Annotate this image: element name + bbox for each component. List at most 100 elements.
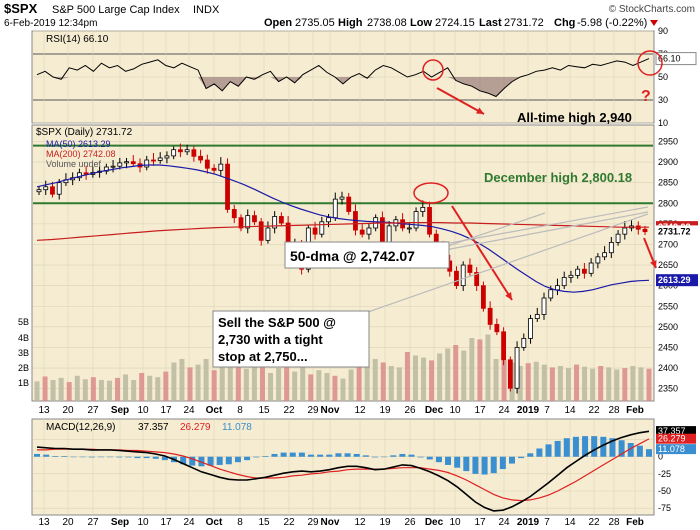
volume-bar	[251, 357, 257, 401]
macd-histogram-bar	[472, 456, 479, 474]
candle-body	[245, 215, 251, 229]
legend-ma200: MA(200) 2742.08	[46, 149, 116, 159]
volume-bar	[115, 377, 121, 401]
x-tick-label: Sep	[111, 405, 129, 416]
price-tick-label: 2950	[658, 136, 678, 146]
candle-body	[366, 227, 372, 235]
macd-histogram-bar	[43, 454, 50, 457]
candle-body	[278, 216, 284, 224]
rsi-title: RSI(14) 66.10	[46, 34, 109, 45]
x-tick-label: 29	[307, 517, 319, 528]
volume-bar	[147, 375, 153, 401]
index-name: S&P 500 Large Cap Index	[52, 4, 180, 16]
candle-body	[346, 196, 352, 212]
macd-histogram-bar	[435, 456, 442, 463]
hist-value: 11.078	[222, 422, 252, 433]
x-tick-label: 10	[137, 517, 149, 528]
macd-histogram-bar	[527, 453, 534, 457]
macd-histogram-bar	[262, 456, 269, 457]
macd-histogram-bar	[636, 445, 643, 457]
candle-body	[413, 211, 419, 229]
macd-histogram-bar	[445, 456, 452, 465]
last-label: Last	[479, 17, 502, 29]
hist-last-box	[656, 444, 696, 455]
x-tick-label: Oct	[206, 517, 223, 528]
macd-histogram-bar	[582, 436, 589, 457]
candle-body	[319, 221, 325, 235]
x-axis-bottom: 13 20 27 Sep 10 17 24 Oct 8 15 22 29 Nov 12 19 26 Dec 10 1…	[38, 517, 643, 528]
x-tick-label: 20	[62, 517, 74, 528]
volume-bar	[574, 364, 580, 401]
candle-body	[501, 331, 507, 361]
chg-label: Chg	[554, 17, 575, 29]
candle-body	[272, 216, 278, 229]
volume-tick-label: 3B	[18, 348, 29, 358]
volume-bar	[42, 376, 48, 401]
x-tick-label: 7	[544, 405, 550, 416]
volume-bar	[243, 368, 249, 401]
volume-bar	[155, 377, 161, 401]
volume-bar	[316, 370, 322, 401]
x-tick-label: 2019	[517, 405, 540, 416]
macd-histogram-bar	[545, 444, 552, 457]
macd-histogram-bar	[189, 456, 196, 466]
macd-histogram-bar	[234, 456, 241, 463]
ma50-line	[36, 164, 650, 293]
volume-bar	[219, 360, 225, 401]
volume-bar	[34, 381, 40, 401]
price-last-value: 2731.72	[658, 226, 691, 236]
macd-histogram-bar	[618, 440, 625, 457]
volume-bar	[646, 368, 652, 401]
candle-body	[77, 172, 82, 179]
volume-bar	[348, 369, 354, 401]
candle-body	[642, 228, 648, 233]
high-value: 2738.08	[367, 17, 407, 29]
macd-histogram-bar	[454, 456, 461, 468]
volume-bar	[380, 362, 386, 401]
volume-bar	[477, 339, 483, 401]
macd-histogram-bar	[216, 456, 223, 465]
volume-bar	[66, 382, 72, 401]
volume-bar	[123, 374, 129, 401]
x-tick-label: 12	[354, 517, 366, 528]
macd-histogram-bar	[152, 456, 159, 459]
volume-bar	[259, 367, 265, 401]
candle-body	[144, 159, 150, 168]
macd-histogram-bar	[161, 456, 168, 461]
macd-title-label: MACD(12,26,9)	[46, 422, 115, 433]
macd-line	[36, 430, 650, 512]
ma50-last-value: 2613.29	[658, 275, 691, 285]
volume-bar	[300, 366, 306, 401]
macd-histogram-bar	[344, 453, 351, 457]
macd-histogram-bar	[134, 456, 141, 459]
candle-body	[36, 189, 42, 193]
volume-bar	[211, 370, 217, 401]
candle-body	[177, 149, 183, 153]
candle-body	[265, 227, 271, 241]
macd-histogram-bar	[97, 456, 104, 458]
sell-callout-line: Sell the S&P 500 @	[218, 315, 336, 330]
candle-body	[622, 227, 628, 235]
candle-body	[184, 149, 190, 153]
x-tick-label: Nov	[321, 405, 340, 416]
macd-histogram-bar	[362, 455, 369, 457]
macd-histogram-bar	[125, 456, 132, 458]
candle-body	[615, 233, 621, 243]
candle-body	[608, 242, 614, 254]
x-tick-label: 10	[137, 405, 149, 416]
volume-bar	[235, 363, 241, 401]
macd-histogram-bar	[335, 453, 342, 457]
candle-body	[151, 159, 156, 162]
macd-histogram-bar	[34, 453, 40, 457]
candle-body	[555, 285, 560, 291]
signal-last-box	[656, 433, 696, 444]
rsi-peak-circle	[422, 59, 444, 81]
x-tick-label: Sep	[111, 517, 129, 528]
price-tick-label: 2350	[658, 384, 678, 394]
macd-histogram-bar	[563, 438, 570, 457]
volume-bar	[187, 367, 193, 401]
symbol: $SPX	[4, 1, 38, 16]
volume-bar	[332, 375, 338, 401]
candle-body	[420, 206, 426, 212]
candle-body	[124, 161, 129, 164]
